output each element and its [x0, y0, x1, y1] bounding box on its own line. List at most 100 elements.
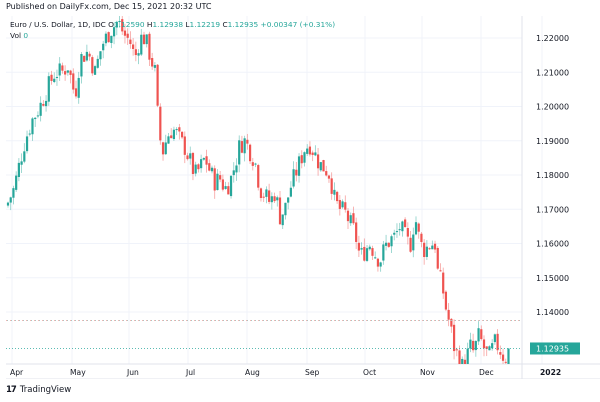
candle-up[interactable]: [360, 248, 363, 250]
candle-down[interactable]: [355, 222, 358, 242]
candle-down[interactable]: [107, 32, 110, 43]
candle-up[interactable]: [53, 78, 56, 83]
candle-up[interactable]: [297, 156, 301, 176]
footer-branding[interactable]: 17 TradingView: [6, 385, 71, 395]
candle-up[interactable]: [15, 175, 18, 190]
candle-up[interactable]: [200, 159, 203, 169]
candle-down[interactable]: [420, 233, 423, 242]
candle-up[interactable]: [6, 202, 10, 206]
candle-up[interactable]: [36, 115, 40, 117]
candle-up[interactable]: [238, 140, 241, 165]
candle-up[interactable]: [17, 162, 20, 178]
candle-down[interactable]: [442, 272, 445, 294]
candle-up[interactable]: [474, 341, 477, 351]
candle-down[interactable]: [129, 39, 132, 45]
candle-up[interactable]: [254, 163, 257, 165]
candle-up[interactable]: [368, 246, 371, 250]
candle-up[interactable]: [412, 234, 415, 251]
candle-up[interactable]: [243, 138, 246, 154]
candle-down[interactable]: [344, 202, 347, 210]
candle-down[interactable]: [72, 73, 75, 90]
candle-up[interactable]: [265, 189, 268, 197]
candle-down[interactable]: [257, 165, 260, 188]
candle-up[interactable]: [365, 248, 369, 261]
candle-up[interactable]: [66, 70, 69, 73]
candle-down[interactable]: [69, 70, 72, 75]
candle-down[interactable]: [496, 333, 499, 351]
candle-down[interactable]: [300, 155, 303, 164]
candle-up[interactable]: [110, 35, 113, 43]
candle-up[interactable]: [292, 169, 295, 187]
candle-up[interactable]: [28, 133, 31, 135]
candle-down[interactable]: [273, 196, 276, 202]
candle-down[interactable]: [88, 53, 91, 57]
candle-up[interactable]: [382, 244, 385, 261]
candle-down[interactable]: [159, 106, 162, 141]
candle-down[interactable]: [330, 178, 333, 194]
candle-down[interactable]: [91, 57, 94, 74]
candle-down[interactable]: [504, 361, 507, 363]
candle-down[interactable]: [450, 318, 453, 327]
candle-down[interactable]: [439, 270, 442, 272]
candle-down[interactable]: [363, 246, 366, 261]
candle-up[interactable]: [140, 34, 143, 55]
candle-down[interactable]: [259, 188, 263, 198]
candle-up[interactable]: [349, 215, 352, 224]
candle-down[interactable]: [336, 191, 339, 202]
candle-up[interactable]: [491, 343, 494, 349]
candle-up[interactable]: [172, 129, 176, 140]
candle-down[interactable]: [278, 197, 282, 225]
candle-down[interactable]: [180, 131, 184, 138]
candle-up[interactable]: [477, 328, 480, 342]
candle-down[interactable]: [121, 19, 124, 32]
candle-down[interactable]: [170, 135, 173, 139]
candle-down[interactable]: [327, 175, 331, 179]
candle-up[interactable]: [39, 102, 42, 116]
candle-down[interactable]: [262, 196, 265, 198]
candle-down[interactable]: [42, 103, 45, 106]
candle-up[interactable]: [314, 152, 317, 156]
candle-down[interactable]: [156, 64, 159, 106]
candle-down[interactable]: [213, 168, 216, 191]
candle-up[interactable]: [23, 151, 26, 162]
candle-down[interactable]: [197, 164, 200, 170]
candle-down[interactable]: [499, 352, 502, 355]
candle-up[interactable]: [167, 136, 170, 144]
candle-down[interactable]: [227, 186, 230, 195]
candle-up[interactable]: [284, 202, 287, 216]
candle-down[interactable]: [161, 142, 165, 155]
candle-up[interactable]: [398, 229, 401, 231]
candle-down[interactable]: [357, 242, 360, 251]
candle-up[interactable]: [235, 165, 238, 173]
candle-up[interactable]: [401, 221, 404, 232]
candle-up[interactable]: [25, 136, 29, 152]
candle-down[interactable]: [433, 243, 437, 250]
candle-up[interactable]: [333, 189, 336, 195]
candle-down[interactable]: [205, 156, 208, 165]
candle-down[interactable]: [417, 223, 420, 232]
candle-up[interactable]: [93, 66, 97, 75]
candle-down[interactable]: [458, 350, 461, 364]
candle-up[interactable]: [493, 334, 496, 343]
candle-up[interactable]: [281, 214, 284, 226]
candle-down[interactable]: [126, 33, 129, 38]
candle-down[interactable]: [251, 162, 254, 166]
candle-up[interactable]: [341, 201, 344, 208]
candle-down[interactable]: [452, 324, 456, 352]
candle-up[interactable]: [102, 43, 105, 51]
candle-up[interactable]: [194, 164, 197, 174]
candle-down[interactable]: [183, 136, 186, 155]
candle-down[interactable]: [482, 339, 486, 349]
candle-down[interactable]: [387, 242, 390, 247]
candle-up[interactable]: [31, 118, 34, 135]
candle-up[interactable]: [137, 53, 140, 56]
candle-up[interactable]: [374, 257, 377, 259]
candlestick-chart[interactable]: 1.22000 1.21000 1.20000 1.19000 1.18000 1.170…: [6, 16, 600, 379]
chart-container[interactable]: 1.22000 1.21000 1.20000 1.19000 1.18000 1.170…: [6, 16, 600, 379]
candle-up[interactable]: [210, 167, 214, 172]
candle-up[interactable]: [189, 153, 192, 159]
candle-up[interactable]: [461, 358, 464, 364]
candle-down[interactable]: [455, 349, 458, 351]
candle-up[interactable]: [414, 222, 418, 235]
candle-up[interactable]: [466, 348, 469, 364]
